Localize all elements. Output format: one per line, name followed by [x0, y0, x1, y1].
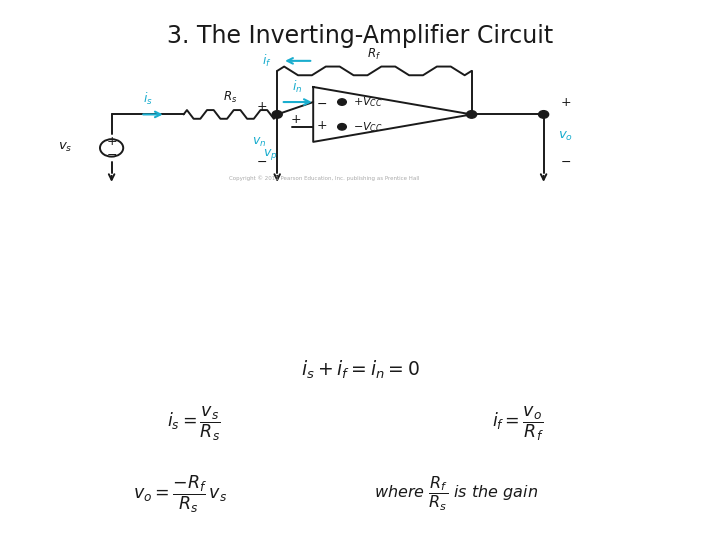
Text: $+V_{CC}$: $+V_{CC}$ [353, 95, 382, 109]
Circle shape [338, 124, 346, 130]
Circle shape [467, 111, 477, 118]
Text: $i_f$: $i_f$ [263, 53, 272, 69]
Text: $i_s + i_f = i_n = 0$: $i_s + i_f = i_n = 0$ [301, 359, 419, 381]
Circle shape [539, 111, 549, 118]
Text: $+$: $+$ [289, 113, 301, 126]
Text: $+$: $+$ [256, 99, 267, 112]
Circle shape [272, 111, 282, 118]
Circle shape [338, 99, 346, 105]
Text: $-$: $-$ [559, 155, 571, 168]
Text: $v_n$: $v_n$ [252, 136, 266, 150]
Text: $-$: $-$ [256, 155, 267, 168]
Text: $-V_{CC}$: $-V_{CC}$ [353, 120, 382, 134]
Text: $+$: $+$ [316, 119, 328, 132]
Text: 3. The Inverting-Amplifier Circuit: 3. The Inverting-Amplifier Circuit [167, 24, 553, 48]
Text: $-$: $-$ [316, 97, 328, 110]
Text: $i_s$: $i_s$ [143, 91, 153, 107]
Text: $i_s = \dfrac{v_s}{R_s}$: $i_s = \dfrac{v_s}{R_s}$ [168, 404, 221, 443]
Text: $v_s$: $v_s$ [58, 141, 72, 154]
Text: $+$: $+$ [106, 136, 117, 148]
Text: $+$: $+$ [559, 96, 571, 109]
Text: $v_o = \dfrac{-R_f}{R_s}\, v_s$: $v_o = \dfrac{-R_f}{R_s}\, v_s$ [133, 474, 227, 515]
Text: $-$: $-$ [106, 147, 117, 160]
Text: $v_p$: $v_p$ [263, 147, 277, 162]
Text: $i_f = \dfrac{v_o}{R_f}$: $i_f = \dfrac{v_o}{R_f}$ [492, 404, 544, 443]
Text: $R_f$: $R_f$ [367, 46, 382, 62]
Text: $where\ \dfrac{R_f}{R_s}\ \mathit{is\ the\ gain}$: $where\ \dfrac{R_f}{R_s}\ \mathit{is\ th… [374, 475, 539, 514]
Text: $R_s$: $R_s$ [223, 90, 238, 105]
Text: $i_n$: $i_n$ [292, 79, 302, 94]
Text: $v_o$: $v_o$ [558, 130, 572, 143]
Text: Copyright © 2011 Pearson Education, Inc. publishing as Prentice Hall: Copyright © 2011 Pearson Education, Inc.… [229, 176, 419, 181]
